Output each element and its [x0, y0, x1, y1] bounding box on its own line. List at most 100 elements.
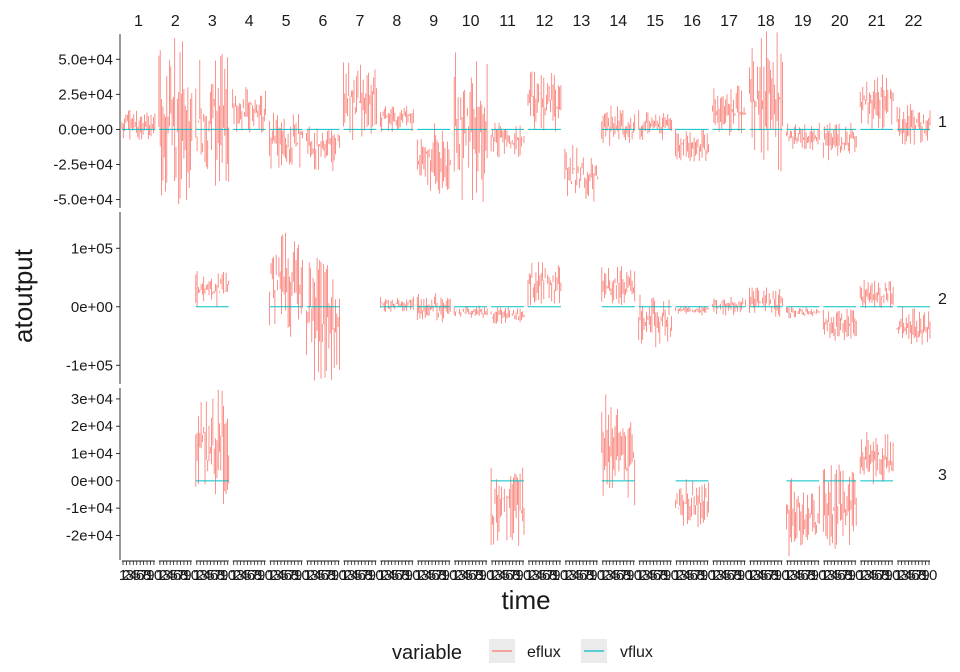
eflux-series-line — [232, 87, 266, 133]
eflux-series-line — [749, 31, 783, 172]
x-tick-label: 3 — [495, 567, 503, 584]
y-axes: -5.0e+04 -2.5e+04 0.0e+00 2.5e+04 5.0e+04 -1e… — [53, 34, 121, 560]
x-tick-label: 2 — [787, 567, 795, 584]
x-tick-label: 2 — [602, 567, 610, 584]
x-tick-label: 6 — [247, 567, 255, 584]
y-tick-label: 0e+00 — [71, 299, 113, 316]
x-tick-label: 4 — [277, 567, 285, 584]
facet-panel — [195, 54, 230, 186]
facet-panel — [490, 467, 525, 546]
x-tick-label: 4 — [461, 567, 469, 584]
x-tick-label: 10 — [662, 567, 679, 584]
x-tick-label: 5 — [686, 567, 694, 584]
facet-column-label: 14 — [609, 13, 627, 30]
x-tick-label: 7 — [287, 567, 295, 584]
eflux-series-line — [490, 467, 525, 546]
facet-column-label: 18 — [757, 13, 775, 30]
x-tick-label: 2 — [860, 567, 868, 584]
x-tick-label: 1 — [599, 567, 607, 584]
x-tick-label: 4 — [203, 567, 211, 584]
eflux-series-line — [527, 71, 562, 132]
eflux-series-line — [121, 109, 156, 140]
x-tick-label: 2 — [897, 567, 905, 584]
x-tick-label: 3 — [458, 567, 466, 584]
eflux-series-line — [195, 389, 230, 505]
x-tick-label: 9 — [442, 567, 450, 584]
x-tick-label: 2 — [344, 567, 352, 584]
facet-panel — [749, 31, 783, 172]
facet-panel — [527, 261, 562, 308]
facet-column-label: 13 — [572, 13, 590, 30]
facet-panel — [416, 123, 451, 194]
x-tick-label: 4 — [793, 567, 801, 584]
x-tick-label: 10 — [182, 567, 199, 584]
x-tick-label: 8 — [364, 567, 372, 584]
x-tick-label: 1 — [820, 567, 828, 584]
x-tick-label: 6 — [837, 567, 845, 584]
x-tick-label: 6 — [763, 567, 771, 584]
x-tick-label: 6 — [210, 567, 218, 584]
x-tick-label: 9 — [294, 567, 302, 584]
eflux-series-line — [158, 38, 193, 205]
eflux-series-line — [822, 308, 857, 341]
x-tick-label: 1 — [193, 567, 201, 584]
facet-panel — [896, 103, 931, 145]
x-tick-label: 8 — [217, 567, 225, 584]
x-tick-label: 1 — [451, 567, 459, 584]
y-tick-label: -1e+05 — [66, 357, 113, 374]
x-tick-label: 2 — [270, 567, 278, 584]
x-tick-label: 7 — [915, 567, 923, 584]
facet-panel — [601, 266, 636, 308]
x-tick-label: 5 — [908, 567, 916, 584]
x-tick-label: 3 — [421, 567, 429, 584]
x-tick-label: 1 — [156, 567, 164, 584]
x-tick-label: 1 — [488, 567, 496, 584]
x-tick-label: 9 — [848, 567, 856, 584]
x-tick-label: 2 — [122, 567, 130, 584]
x-tick-label: 4 — [314, 567, 322, 584]
x-tick-label: 8 — [291, 567, 299, 584]
eflux-series-line — [859, 74, 894, 130]
y-tick-label: 2e+04 — [71, 418, 113, 435]
x-tick-label: 5 — [575, 567, 583, 584]
x-tick-label: 1 — [894, 567, 902, 584]
x-tick-label: 7 — [582, 567, 590, 584]
x-tick-label: 10 — [367, 567, 384, 584]
facet-column-label: 19 — [794, 13, 812, 30]
x-tick-label: 2 — [528, 567, 536, 584]
x-tick-label: 9 — [405, 567, 413, 584]
facet-panel — [638, 110, 672, 140]
x-tick-label: 5 — [354, 567, 362, 584]
facet-column-label: 10 — [462, 13, 480, 30]
facet-column-label: 1 — [134, 13, 143, 30]
eflux-series-line — [306, 126, 340, 172]
x-tick-label: 2 — [196, 567, 204, 584]
x-tick-label: 1 — [562, 567, 570, 584]
x-tick-label: 3 — [347, 567, 355, 584]
facet-panels — [121, 31, 931, 557]
eflux-series-line — [712, 85, 746, 136]
legend-label-vflux: vflux — [620, 644, 653, 661]
x-tick-label: 1 — [672, 567, 680, 584]
x-tick-label: 6 — [505, 567, 513, 584]
x-tick-label: 2 — [676, 567, 684, 584]
x-tick-label: 8 — [401, 567, 409, 584]
x-tick-label: 10 — [330, 567, 347, 584]
eflux-series-line — [675, 305, 709, 316]
facet-panel — [306, 126, 340, 172]
facet-panel — [416, 293, 451, 323]
x-tick-label: 1 — [303, 567, 311, 584]
facet-row-label: 1 — [938, 114, 947, 131]
x-tick-label: 2 — [381, 567, 389, 584]
facet-column-label: 7 — [355, 13, 364, 30]
x-tick-label: 3 — [163, 567, 171, 584]
facet-panel — [675, 305, 709, 316]
eflux-series-line — [786, 478, 820, 557]
x-tick-label: 5 — [871, 567, 879, 584]
x-tick-label: 3 — [716, 567, 724, 584]
x-tick-label: 8 — [438, 567, 446, 584]
x-tick-label: 7 — [139, 567, 147, 584]
x-tick-label: 5 — [206, 567, 214, 584]
x-tick-label: 1 — [525, 567, 533, 584]
x-tick-label: 3 — [642, 567, 650, 584]
